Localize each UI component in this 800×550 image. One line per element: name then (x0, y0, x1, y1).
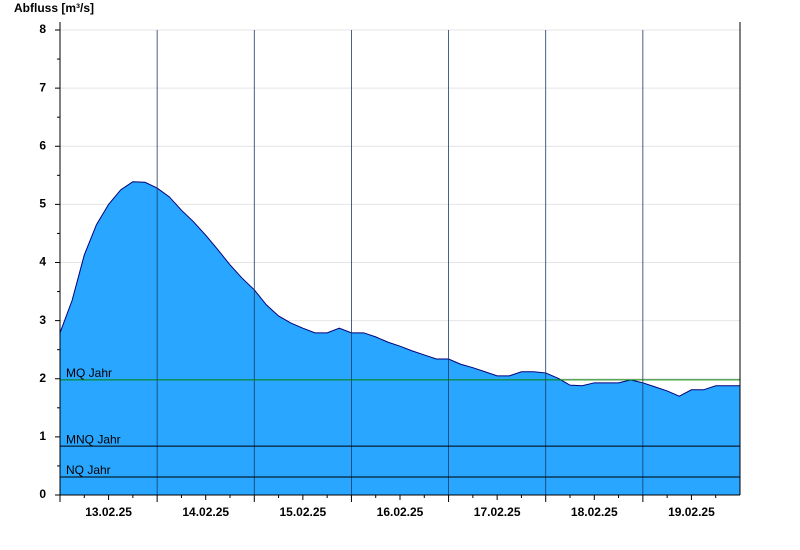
x-tick-label: 17.02.25 (474, 505, 521, 519)
y-axis-label: Abfluss [m³/s] (14, 1, 94, 15)
y-tick-label: 6 (39, 138, 46, 152)
x-tick-label: 14.02.25 (182, 505, 229, 519)
x-tick-label: 13.02.25 (85, 505, 132, 519)
area (60, 181, 740, 496)
y-tick-label: 3 (39, 313, 46, 327)
reference-label: MNQ Jahr (66, 432, 121, 446)
reference-label: NQ Jahr (66, 463, 111, 477)
x-tick-label: 15.02.25 (279, 505, 326, 519)
y-tick-label: 0 (39, 487, 46, 501)
y-tick-label: 1 (39, 429, 46, 443)
area-outline (59, 181, 740, 397)
y-tick-label: 8 (39, 22, 46, 36)
x-tick-label: 18.02.25 (571, 505, 618, 519)
y-tick-label: 7 (39, 80, 46, 94)
y-tick-label: 2 (39, 371, 46, 385)
y-tick-label: 5 (39, 197, 46, 211)
x-tick-label: 16.02.25 (377, 505, 424, 519)
x-tick-label: 19.02.25 (668, 505, 715, 519)
y-tick-label: 4 (39, 255, 46, 269)
reference-label: MQ Jahr (66, 366, 112, 380)
